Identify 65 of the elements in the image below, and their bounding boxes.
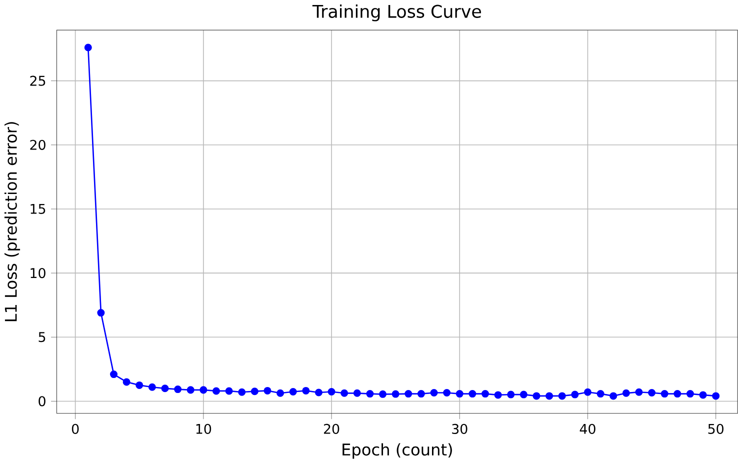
point	[456, 390, 464, 398]
point	[340, 389, 348, 397]
point	[558, 392, 566, 400]
point	[712, 392, 720, 400]
x-tick-label: 10	[196, 424, 212, 434]
point	[110, 370, 118, 378]
point	[289, 388, 297, 396]
point	[314, 388, 322, 396]
point	[546, 392, 554, 400]
point	[97, 308, 105, 316]
point	[648, 388, 656, 396]
point	[481, 390, 489, 398]
point	[622, 389, 630, 397]
x-tick-label: 20	[324, 424, 340, 434]
point	[699, 391, 707, 399]
y-tick-label: 10	[30, 268, 46, 278]
point	[186, 386, 194, 394]
point	[122, 378, 130, 386]
y-tick-label: 0	[38, 396, 46, 406]
x-tick-label: 50	[708, 424, 724, 434]
y-tick-label: 20	[30, 140, 46, 150]
point	[161, 384, 169, 392]
point	[417, 390, 425, 398]
point	[660, 390, 668, 398]
point	[238, 388, 246, 396]
y-tick-label: 25	[30, 76, 46, 86]
point	[250, 387, 258, 395]
point	[148, 383, 156, 391]
point	[520, 390, 528, 398]
y-axis-title: L1 Loss (prediction error)	[4, 122, 20, 322]
point	[532, 392, 540, 400]
point	[494, 391, 502, 399]
point	[212, 387, 220, 395]
point	[610, 392, 618, 400]
point	[468, 390, 476, 398]
point	[225, 387, 233, 395]
point	[174, 385, 182, 393]
point	[84, 44, 92, 52]
point	[584, 388, 592, 396]
point	[366, 390, 374, 398]
x-tick-label: 0	[72, 424, 79, 434]
point	[571, 390, 579, 398]
point	[353, 389, 361, 397]
point	[596, 390, 604, 398]
point	[276, 389, 284, 397]
x-tick-label: 30	[452, 424, 468, 434]
point	[674, 390, 682, 398]
point	[328, 388, 336, 396]
x-axis-title: Epoch (count)	[342, 443, 452, 459]
point	[507, 390, 515, 398]
point	[404, 390, 412, 398]
point	[392, 390, 400, 398]
y-tick-label: 15	[30, 204, 46, 214]
point	[302, 386, 310, 394]
point	[686, 390, 694, 398]
point	[443, 388, 451, 396]
x-tick-label: 40	[580, 424, 596, 434]
point	[379, 390, 387, 398]
point	[200, 386, 208, 394]
y-tick-label: 5	[38, 332, 46, 342]
point	[635, 388, 643, 396]
point	[430, 388, 438, 396]
point	[136, 381, 144, 389]
point	[264, 386, 272, 394]
chart-title: Training Loss Curve	[312, 4, 481, 22]
